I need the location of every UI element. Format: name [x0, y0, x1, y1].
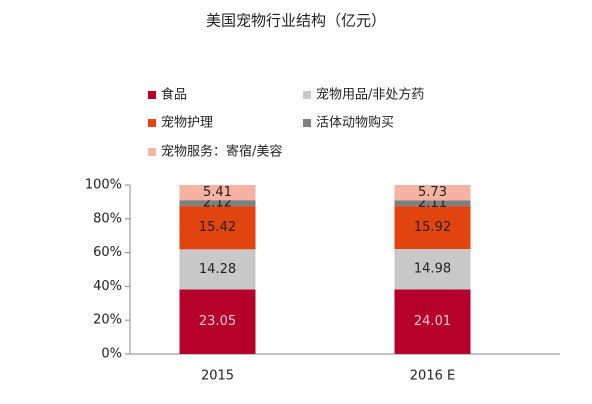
data-label: 14.98	[414, 262, 451, 277]
bar-segment	[394, 248, 471, 290]
data-label: 5.73	[418, 185, 447, 200]
y-tick-label: 0%	[101, 347, 122, 362]
legend-label: 宠物护理	[161, 115, 213, 131]
x-tick-label: 2015	[201, 369, 234, 384]
bar-segment	[179, 249, 256, 290]
y-tick-label: 60%	[93, 245, 122, 260]
bar-segment	[179, 200, 256, 207]
bar-segment	[394, 289, 471, 354]
y-tick-label: 100%	[85, 178, 122, 193]
legend-label: 宠物用品/非处方药	[316, 87, 424, 103]
legend-swatch	[303, 119, 311, 127]
y-tick-label: 80%	[93, 211, 122, 226]
y-tick-label: 20%	[93, 313, 122, 328]
data-label: 5.41	[203, 185, 232, 200]
legend-swatch	[303, 91, 311, 99]
data-label: 15.42	[199, 220, 236, 235]
data-label: 24.01	[414, 314, 451, 329]
bar-segment	[394, 206, 471, 249]
bar-segment	[394, 185, 471, 201]
y-tick-label: 40%	[93, 279, 122, 294]
legend-swatch	[148, 119, 156, 127]
bar-segment	[394, 200, 471, 207]
bar-segment	[179, 206, 256, 250]
legend-label: 食品	[161, 87, 187, 103]
bar-segment	[179, 185, 256, 201]
bar-segment	[179, 289, 256, 354]
x-tick-label: 2016 E	[410, 369, 455, 384]
legend-label: 宠物服务：寄宿/美容	[161, 144, 282, 160]
data-label: 14.28	[199, 262, 236, 277]
legend-swatch	[148, 148, 156, 156]
data-label: 15.92	[414, 220, 451, 235]
legend-label: 活体动物购买	[316, 115, 394, 131]
chart-title: 美国宠物行业结构（亿元）	[206, 12, 386, 30]
data-label: 23.05	[199, 314, 236, 329]
legend-swatch	[148, 91, 156, 99]
